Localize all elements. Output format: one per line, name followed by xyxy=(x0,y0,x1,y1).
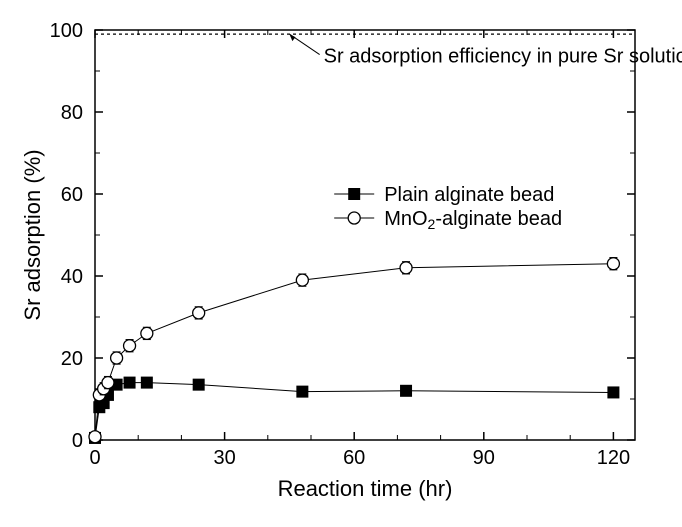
annotation-label: Sr adsorption efficiency in pure Sr solu… xyxy=(324,46,682,68)
x-tick-label: 120 xyxy=(597,447,630,469)
series-point-plain xyxy=(401,385,412,396)
legend-marker-mno2 xyxy=(348,212,360,224)
series-point-mno2 xyxy=(111,352,123,364)
chart-container: 0 30 60 90 120 Reaction time (hr) 0 20 40 60 80 100… xyxy=(0,0,682,527)
series-line-mno2 xyxy=(95,264,613,437)
series-point-mno2 xyxy=(193,307,205,319)
series-point-plain xyxy=(608,387,619,398)
series-point-plain xyxy=(297,386,308,397)
series-point-mno2 xyxy=(400,262,412,274)
y-tick-label: 60 xyxy=(61,184,83,206)
x-tick-label: 0 xyxy=(89,447,100,469)
series-point-plain xyxy=(124,377,135,388)
series-point-mno2 xyxy=(89,431,101,443)
series-point-mno2 xyxy=(124,340,136,352)
x-axis-label: Reaction time (hr) xyxy=(278,476,453,501)
y-tick-label: 20 xyxy=(61,348,83,370)
chart-svg: 0 30 60 90 120 Reaction time (hr) 0 20 40 60 80 100… xyxy=(0,0,682,527)
series-point-mno2 xyxy=(296,274,308,286)
series-point-mno2 xyxy=(607,258,619,270)
legend-label-mno2: MnO2-alginate bead xyxy=(384,208,562,232)
legend-label-plain: Plain alginate bead xyxy=(384,184,554,206)
x-tick-label: 90 xyxy=(473,447,495,469)
legend-marker-plain xyxy=(349,189,360,200)
series-point-mno2 xyxy=(141,327,153,339)
y-tick-label: 0 xyxy=(72,430,83,452)
series-line-plain xyxy=(95,383,613,438)
x-tick-label: 30 xyxy=(213,447,235,469)
y-tick-label: 80 xyxy=(61,102,83,124)
series-point-plain xyxy=(193,379,204,390)
x-tick-label: 60 xyxy=(343,447,365,469)
y-tick-label: 100 xyxy=(50,20,83,42)
y-tick-label: 40 xyxy=(61,266,83,288)
series-point-mno2 xyxy=(102,377,114,389)
series-point-plain xyxy=(141,377,152,388)
y-axis-label: Sr adsorption (%) xyxy=(20,149,45,320)
annotation-arrowhead-icon xyxy=(289,34,295,41)
plot-frame xyxy=(95,30,635,440)
